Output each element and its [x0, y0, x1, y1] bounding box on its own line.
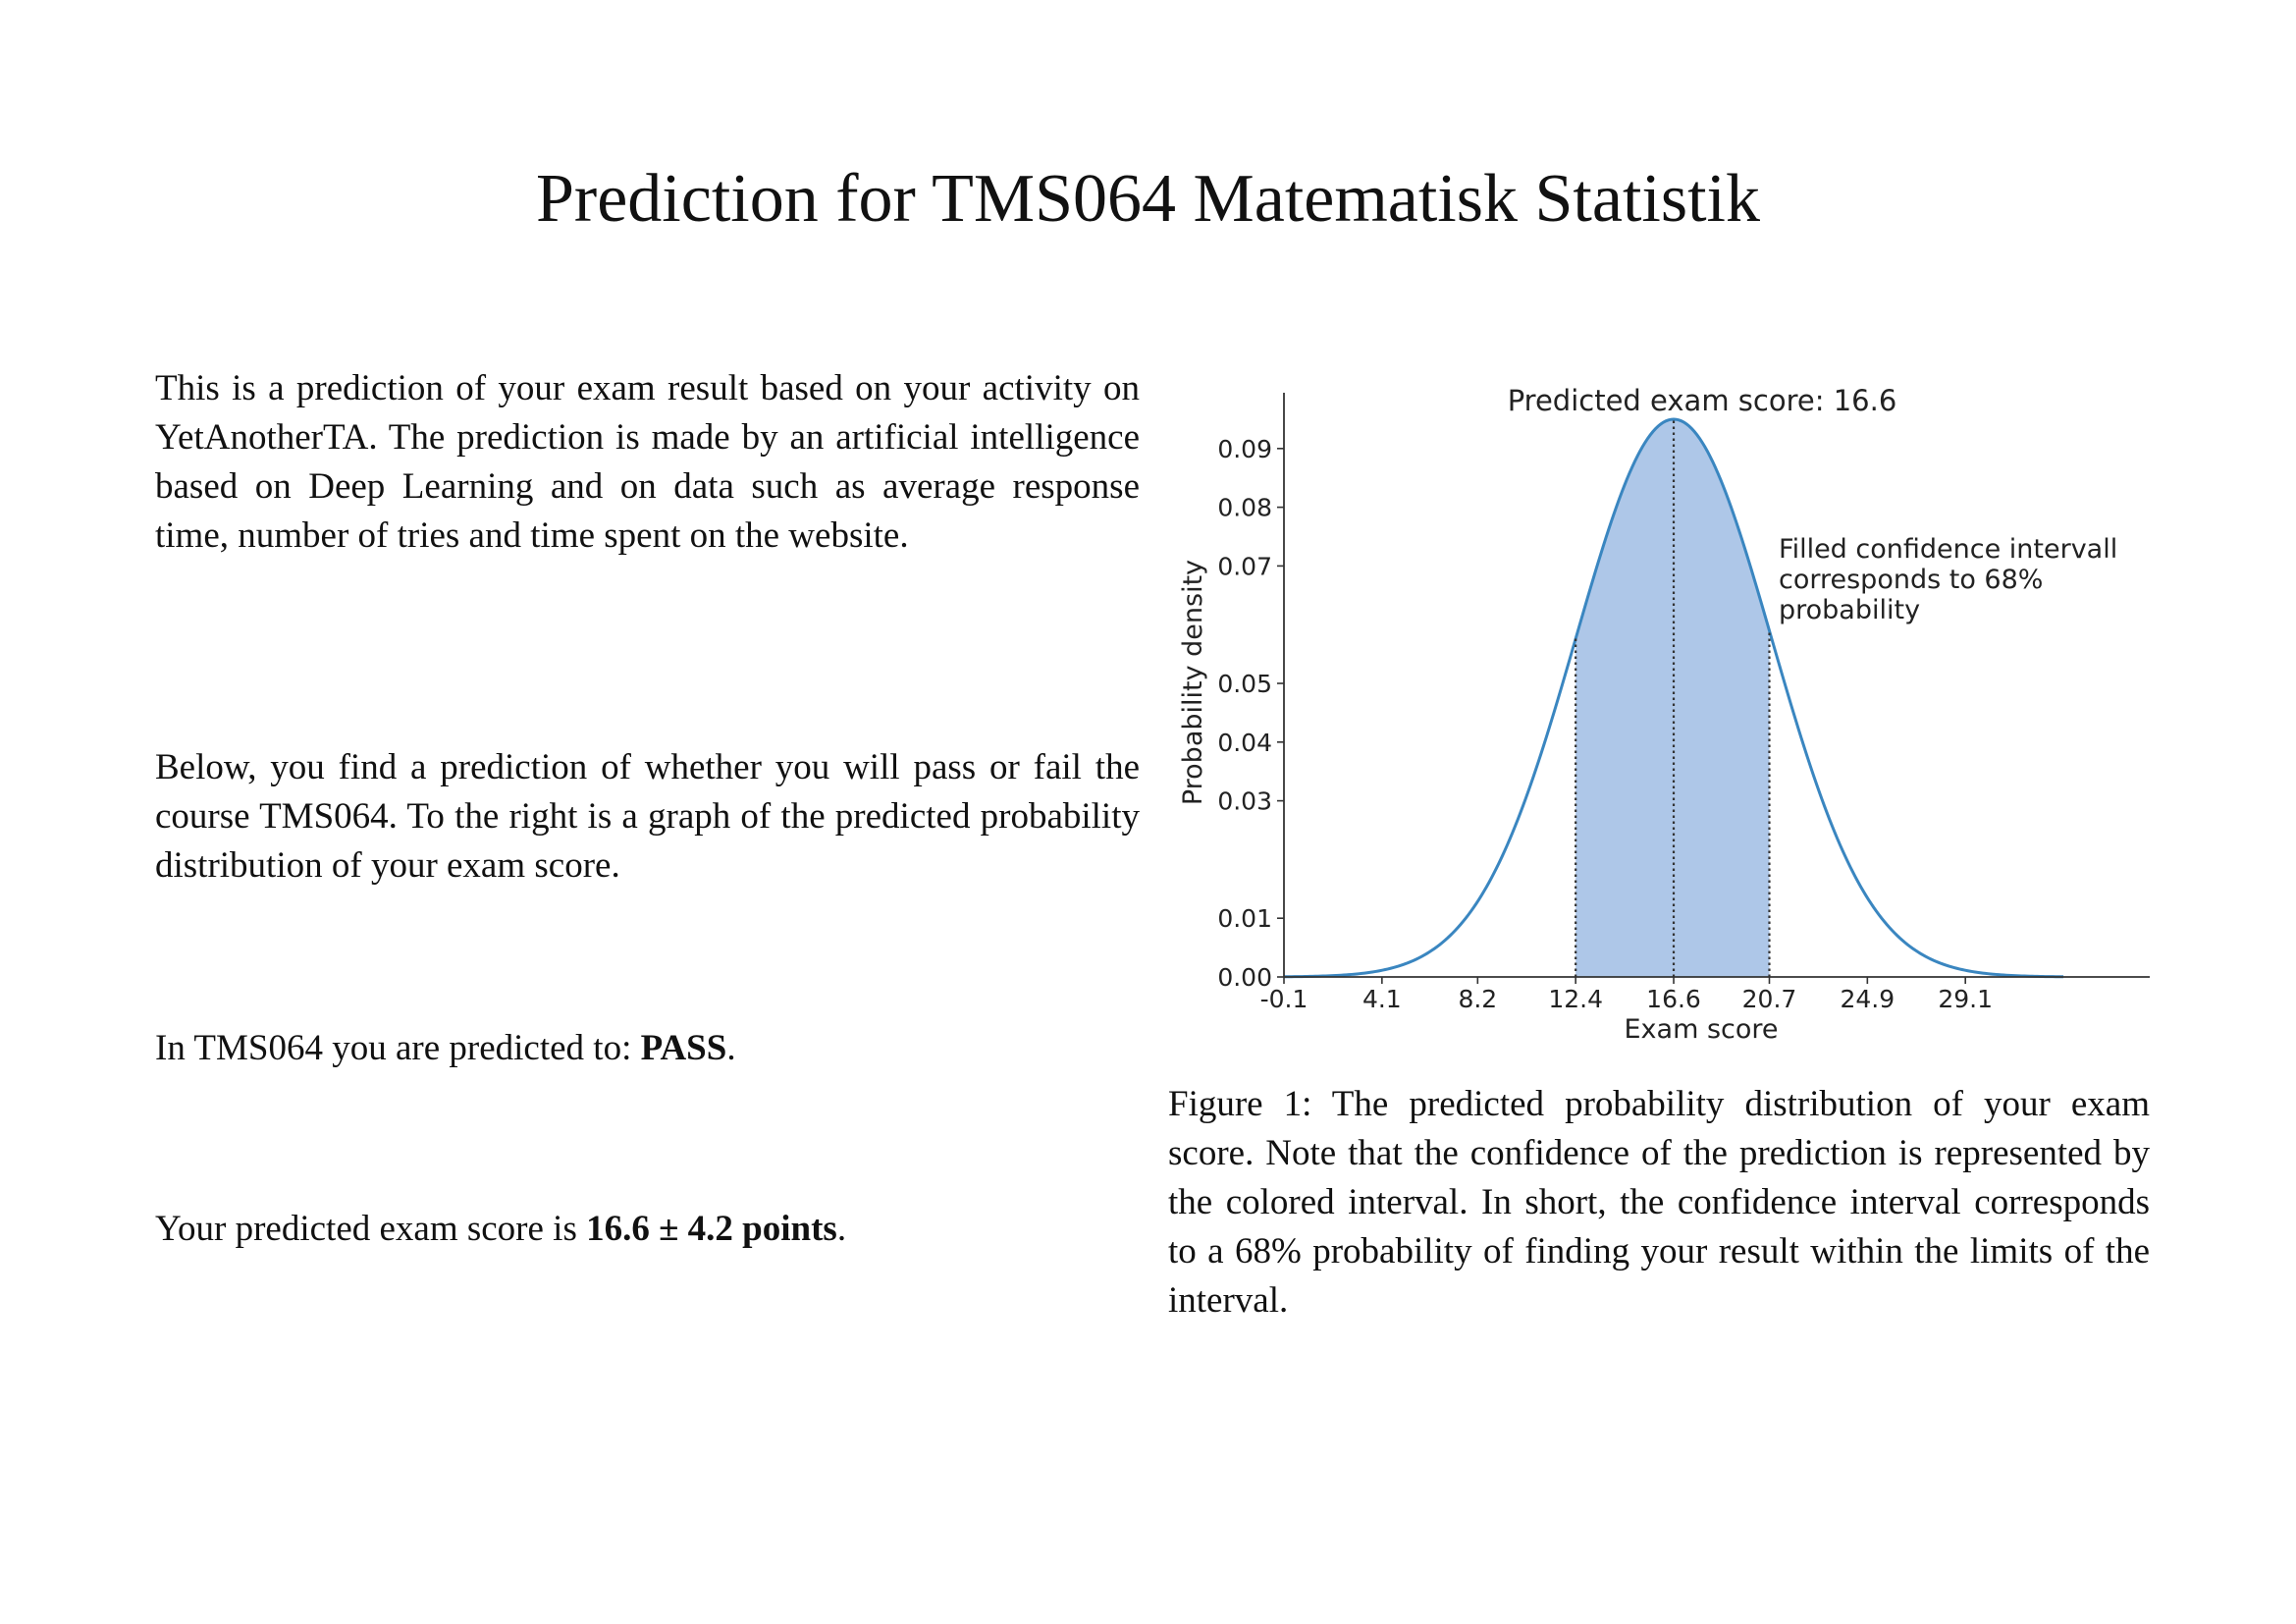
- pass-prediction-text: In TMS064 you are predicted to: PASS.: [155, 1024, 1140, 1073]
- y-tick-label: 0.09: [1217, 435, 1272, 463]
- intro-text: This is a prediction of your exam result…: [155, 368, 1140, 556]
- confidence-interval-fill: [1575, 419, 1770, 977]
- pass-value: PASS: [640, 1028, 727, 1068]
- density-curve: [1283, 417, 2064, 979]
- annotation-line: probability: [1779, 595, 1920, 625]
- chart-title: Predicted exam score: 16.6: [1508, 384, 1897, 417]
- y-tick-label: 0.01: [1217, 904, 1272, 933]
- y-tick-label: 0.08: [1217, 494, 1272, 522]
- pass-prediction: In TMS064 you are predicted to: PASS.: [155, 1024, 1140, 1073]
- annotation-line: Filled confidence intervall: [1779, 534, 2117, 565]
- x-tick-label: 8.2: [1458, 985, 1497, 1013]
- pass-suffix: .: [726, 1028, 736, 1068]
- plot-area: 0.00 0.01 0.03 0.04 0.05 0.07 0.08 0.09 -0.1 4.1 8…: [1217, 393, 2150, 1013]
- score-suffix: .: [836, 1209, 847, 1249]
- score-prediction-text: Your predicted exam score is 16.6 ± 4.2 …: [155, 1205, 1140, 1254]
- annotation-line: corresponds to 68%: [1779, 565, 2043, 595]
- y-tick-label: 0.00: [1217, 963, 1272, 992]
- y-tick-label: 0.07: [1217, 552, 1272, 580]
- x-tick-label: -0.1: [1260, 985, 1308, 1013]
- x-tick-label: 4.1: [1362, 985, 1402, 1013]
- intro-paragraph: This is a prediction of your exam result…: [155, 364, 1140, 561]
- x-tick-label: 16.6: [1646, 985, 1701, 1013]
- explanation-paragraph: Below, you find a prediction of whether …: [155, 743, 1140, 891]
- x-tick-label: 12.4: [1548, 985, 1603, 1013]
- y-tick-label: 0.03: [1217, 787, 1272, 816]
- explanation-text: Below, you find a prediction of whether …: [155, 747, 1140, 886]
- page-title: Prediction for TMS064 Matematisk Statist…: [536, 161, 1760, 237]
- y-tick-label: 0.04: [1217, 729, 1272, 757]
- x-tick-label: 20.7: [1742, 985, 1797, 1013]
- y-tick-label: 0.05: [1217, 670, 1272, 698]
- figure-caption: Figure 1: The predicted probability dist…: [1168, 1084, 2150, 1321]
- pass-prefix: In TMS064 you are predicted to:: [155, 1028, 641, 1068]
- x-tick-label: 24.9: [1841, 985, 1896, 1013]
- x-tick-label: 29.1: [1938, 985, 1993, 1013]
- x-axis-label: Exam score: [1624, 1014, 1778, 1045]
- score-prediction: Your predicted exam score is 16.6 ± 4.2 …: [155, 1205, 1140, 1254]
- y-axis-label: Probability density: [1178, 560, 1208, 805]
- distribution-chart: Predicted exam score: 16.6 Filled confid…: [1158, 368, 2160, 1056]
- distribution-chart-svg: Predicted exam score: 16.6 Filled confid…: [1178, 384, 2150, 1045]
- score-value: 16.6 ± 4.2 points: [586, 1209, 837, 1249]
- score-prefix: Your predicted exam score is: [155, 1209, 587, 1249]
